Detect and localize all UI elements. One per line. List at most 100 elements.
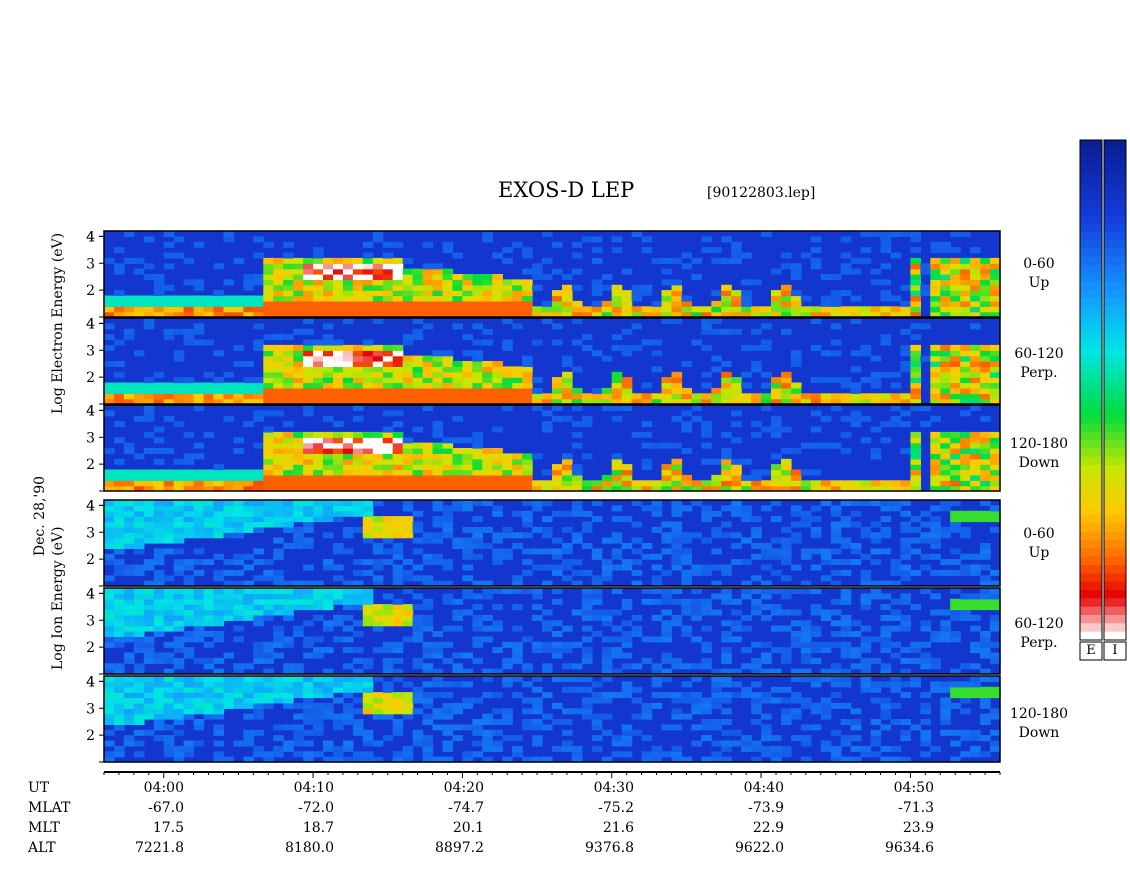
spectrogram-cell	[123, 593, 135, 600]
spectrogram-cell	[203, 641, 215, 648]
spectrogram-cell	[153, 631, 165, 637]
spectrogram-cell	[522, 569, 533, 576]
spectrogram-cell	[402, 480, 414, 487]
spectrogram-cell	[133, 620, 145, 627]
spectrogram-cell	[333, 548, 344, 555]
spectrogram-cell	[233, 692, 244, 699]
spectrogram-cell	[223, 559, 235, 566]
spectrogram-cell	[840, 382, 852, 389]
spectrogram-cell	[870, 537, 882, 544]
spectrogram-cell	[153, 448, 165, 454]
spectrogram-cell	[362, 537, 374, 544]
spectrogram-cell	[193, 692, 205, 699]
spectrogram-cell	[940, 361, 951, 367]
spectrogram-cell	[472, 323, 483, 330]
spectrogram-cell	[352, 306, 364, 313]
spectrogram-cell	[303, 361, 314, 367]
spectrogram-cell	[940, 366, 951, 373]
spectrogram-cell	[940, 469, 951, 476]
spectrogram-cell	[143, 323, 155, 330]
spectrogram-cell	[173, 604, 185, 611]
spectrogram-cell	[133, 510, 145, 517]
spectrogram-cell	[243, 580, 254, 587]
colorbar-step	[1080, 340, 1102, 349]
spectrogram-cell	[721, 257, 732, 264]
spectrogram-cell	[412, 469, 424, 476]
spectrogram-cell	[810, 564, 822, 571]
spectrogram-cell	[313, 339, 324, 346]
spectrogram-cell	[980, 268, 991, 275]
spectrogram-cell	[412, 521, 424, 528]
spectrogram-cell	[751, 311, 762, 318]
spectrogram-cell	[671, 559, 683, 566]
spectrogram-cell	[820, 676, 832, 682]
spectrogram-cell	[960, 295, 971, 302]
spectrogram-cell	[313, 366, 324, 373]
spectrogram-cell	[392, 598, 404, 605]
spectrogram-cell	[422, 371, 434, 378]
spectrogram-cell	[243, 702, 254, 709]
spectrogram-cell	[960, 485, 971, 492]
spectrogram-cell	[562, 274, 573, 280]
spectrogram-cell	[452, 300, 463, 307]
spectrogram-cell	[203, 516, 215, 523]
spectrogram-cell	[193, 480, 205, 487]
spectrogram-cell	[323, 510, 334, 517]
spectrogram-cell	[273, 442, 284, 449]
spectrogram-cell	[761, 553, 772, 560]
spectrogram-cell	[721, 708, 732, 715]
spectrogram-cell	[253, 559, 264, 566]
spectrogram-cell	[711, 355, 722, 362]
spectrogram-cell	[721, 692, 732, 699]
spectrogram-cell	[323, 532, 334, 539]
spectrogram-cell	[104, 323, 115, 330]
spectrogram-cell	[402, 708, 414, 715]
spectrogram-cell	[362, 290, 374, 297]
spectrogram-cell	[104, 300, 115, 307]
spectrogram-cell	[542, 580, 553, 587]
spectrogram-cell	[980, 448, 991, 454]
spectrogram-cell	[532, 756, 543, 763]
spectrogram-cell	[313, 729, 324, 736]
spectrogram-cell	[512, 692, 523, 699]
colorbar-step	[1080, 448, 1102, 458]
spectrogram-cell	[203, 620, 215, 627]
spectrogram-cell	[910, 377, 921, 384]
spectrogram-cell	[342, 257, 354, 264]
colorbar-step	[1080, 148, 1102, 158]
spectrogram-cell	[631, 537, 643, 544]
file-name: [90122803.lep]	[707, 185, 816, 201]
spectrogram-cell	[671, 393, 683, 400]
spectrogram-cell	[163, 382, 175, 389]
spectrogram-cell	[552, 241, 563, 248]
spectrogram-cell	[562, 311, 573, 318]
spectrogram-cell	[342, 387, 354, 394]
spectrogram-cell	[611, 485, 623, 492]
spectrogram-cell	[820, 311, 832, 318]
spectrogram-cell	[462, 480, 473, 487]
spectrogram-cell	[671, 745, 683, 752]
spectrogram-cell	[173, 485, 185, 492]
spectrogram-cell	[870, 480, 882, 487]
spectrogram-cell	[890, 614, 902, 621]
spectrogram-cell	[143, 692, 155, 699]
spectrogram-cell	[940, 681, 951, 688]
spectrogram-cell	[323, 442, 334, 449]
spectrogram-cell	[472, 371, 483, 378]
spectrogram-cell	[671, 415, 683, 422]
spectrogram-cell	[333, 257, 344, 264]
axis-word: Energy	[50, 266, 66, 318]
spectrogram-cell	[820, 306, 832, 313]
spectrogram-cell	[790, 469, 802, 476]
spectrogram-cell	[900, 480, 911, 487]
colorbar-label-box	[1079, 641, 1103, 661]
spectrogram-cell	[372, 516, 384, 523]
spectrogram-cell	[601, 559, 613, 566]
spectrogram-cell	[840, 631, 852, 637]
spectrogram-cell	[283, 516, 294, 523]
spectrogram-cell	[382, 300, 394, 307]
spectrogram-cell	[840, 620, 852, 627]
spectrogram-cell	[233, 500, 244, 506]
spectrogram-cell	[771, 609, 782, 616]
spectrogram-cell	[133, 692, 145, 699]
